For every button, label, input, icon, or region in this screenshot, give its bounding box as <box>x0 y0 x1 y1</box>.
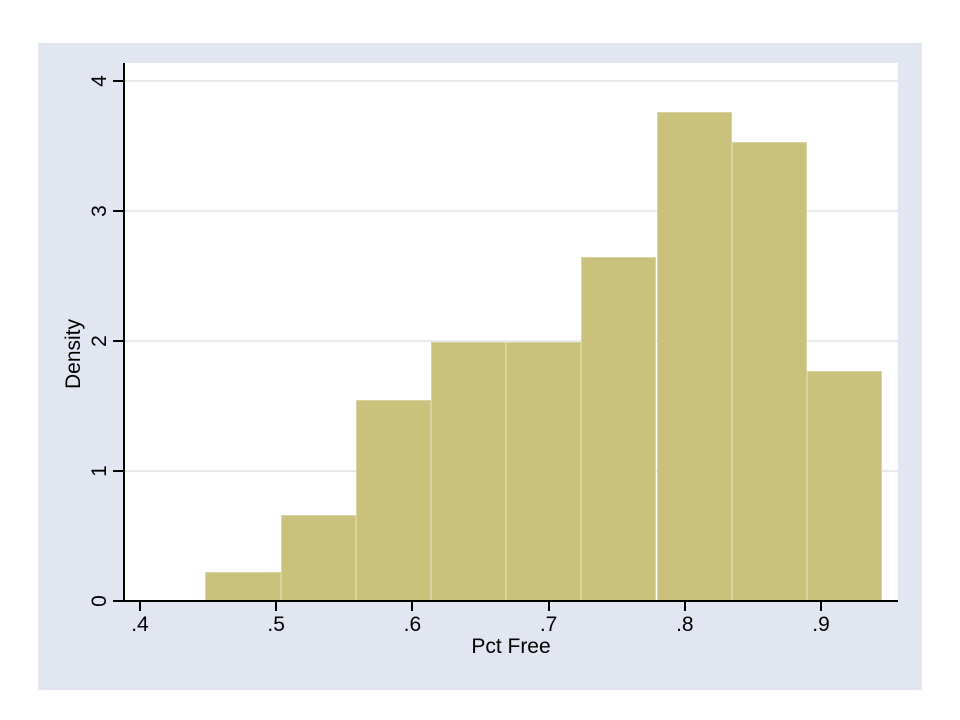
histogram-bar <box>581 256 657 601</box>
x-tick-label: .9 <box>812 613 830 636</box>
y-tick-mark <box>113 469 123 472</box>
histogram-bar <box>280 515 356 601</box>
x-tick-label: .4 <box>131 613 149 636</box>
histogram-figure: 0 1 2 3 4 .4 .5 .6 .7 .8 .9 Density Pct Free <box>38 43 922 690</box>
y-tick-mark <box>113 79 123 82</box>
y-tick-mark <box>113 209 123 212</box>
y-tick-label: 0 <box>88 595 111 607</box>
y-tick-label: 1 <box>88 465 111 477</box>
histogram-bar <box>205 572 281 601</box>
x-tick-label: .6 <box>403 613 422 636</box>
histogram-bar <box>806 370 883 601</box>
y-gridline <box>125 79 898 82</box>
x-axis-line <box>115 600 898 602</box>
y-gridline <box>125 339 898 342</box>
y-tick-label: 4 <box>88 75 111 87</box>
y-axis-line <box>123 63 125 602</box>
x-tick-label: .8 <box>676 613 694 636</box>
x-tick-mark <box>411 602 414 611</box>
y-tick-mark <box>113 339 123 342</box>
y-tick-mark <box>113 600 123 602</box>
x-tick-mark <box>275 602 278 611</box>
x-tick-label: .7 <box>539 613 558 636</box>
histogram-bar <box>355 399 431 601</box>
x-axis-title: Pct Free <box>471 635 551 658</box>
y-tick-label: 3 <box>88 205 111 217</box>
x-tick-mark <box>683 602 686 611</box>
y-gridline <box>125 209 898 212</box>
histogram-bar <box>506 342 582 601</box>
y-tick-label: 2 <box>88 335 111 347</box>
x-tick-mark <box>820 602 823 611</box>
histogram-bar <box>656 112 732 601</box>
x-tick-label: .5 <box>267 613 285 636</box>
histogram-bar <box>731 142 807 601</box>
histogram-bar <box>430 342 507 601</box>
x-tick-mark <box>138 602 141 611</box>
y-axis-title: Density <box>62 318 85 390</box>
x-tick-mark <box>547 602 550 611</box>
